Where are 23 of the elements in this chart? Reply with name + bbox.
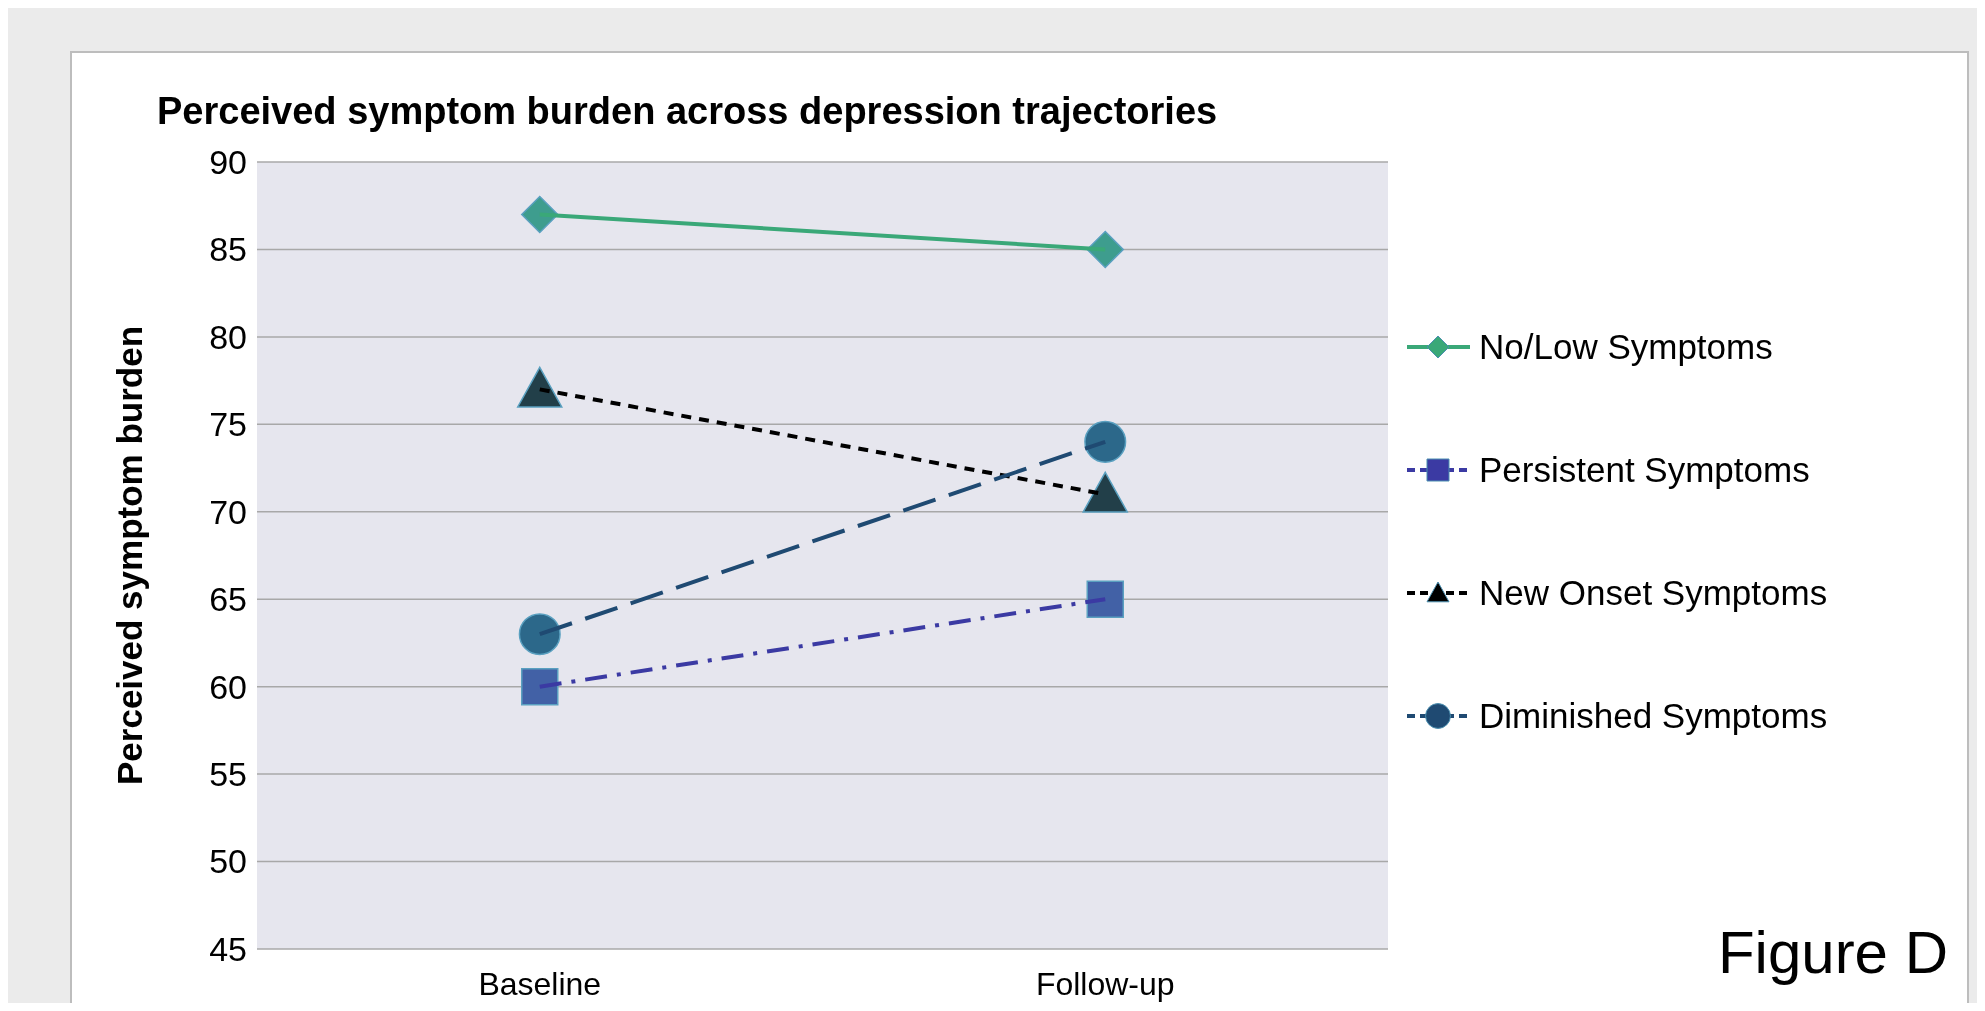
legend-label: New Onset Symptoms	[1479, 573, 1828, 613]
legend-label: No/Low Symptoms	[1479, 327, 1773, 367]
y-tick-label: 80	[209, 317, 247, 356]
point	[1086, 580, 1124, 618]
y-tick-label: 65	[209, 580, 247, 619]
y-tick-label: 70	[209, 492, 247, 531]
legend-label: Diminished Symptoms	[1479, 696, 1828, 736]
y-tick-label: 55	[209, 755, 247, 794]
y-tick-label: 50	[209, 842, 247, 881]
x-tick-label: Follow-up	[1035, 966, 1175, 1002]
y-tick-label: 90	[209, 142, 247, 181]
y-tick-label: 45	[209, 929, 247, 968]
point	[521, 667, 559, 706]
y-axis-title: Perceived symptom burden	[110, 325, 149, 786]
point	[518, 613, 561, 656]
y-tick-label: 75	[209, 405, 247, 444]
x-tick-label: Baseline	[478, 966, 602, 1002]
legend-label: Persistent Symptoms	[1479, 450, 1810, 490]
text: Figure D	[1717, 919, 1948, 986]
y-tick-label: 85	[209, 230, 247, 269]
chart-title: Perceived symptom burden across depression trajectories	[157, 90, 1218, 132]
point	[1084, 420, 1127, 463]
y-tick-label: 60	[209, 667, 247, 706]
